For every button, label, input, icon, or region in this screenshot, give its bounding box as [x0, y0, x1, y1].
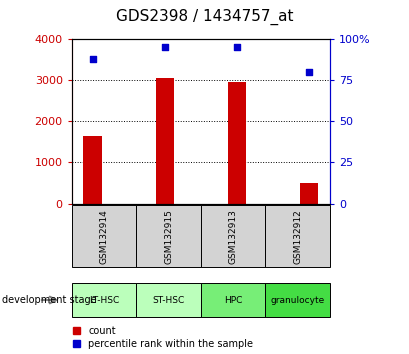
Text: development stage: development stage: [2, 295, 97, 305]
Point: [161, 44, 168, 50]
Text: LT-HSC: LT-HSC: [89, 296, 119, 304]
Text: ST-HSC: ST-HSC: [152, 296, 184, 304]
Legend: count, percentile rank within the sample: count, percentile rank within the sample: [72, 326, 252, 349]
Text: GSM132912: GSM132912: [292, 209, 301, 264]
Bar: [83, 136, 101, 204]
Text: GDS2398 / 1434757_at: GDS2398 / 1434757_at: [116, 9, 293, 25]
Point: [305, 69, 312, 75]
Text: GSM132914: GSM132914: [99, 209, 108, 264]
Bar: [227, 82, 245, 204]
Text: granulocyte: granulocyte: [270, 296, 324, 304]
Bar: [299, 183, 317, 204]
Text: GSM132913: GSM132913: [228, 209, 237, 264]
Text: GSM132915: GSM132915: [164, 209, 173, 264]
Point: [233, 44, 240, 50]
Text: HPC: HPC: [223, 296, 242, 304]
Bar: [155, 78, 173, 204]
Point: [89, 56, 96, 62]
